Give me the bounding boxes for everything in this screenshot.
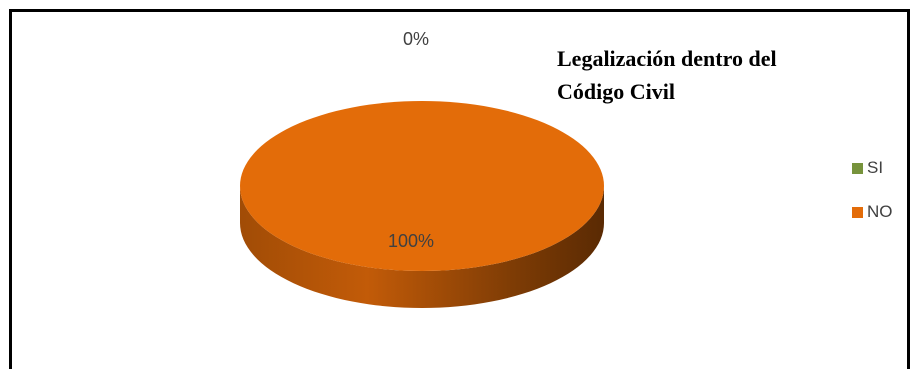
- chart-title-line-1: Legalización dentro del: [557, 46, 777, 71]
- legend-label-no: NO: [867, 202, 893, 221]
- legend-item-no: NO: [852, 201, 893, 223]
- pie-notch: [540, 114, 549, 120]
- pie-side: [240, 186, 604, 308]
- legend-swatch-no: [852, 206, 863, 218]
- legend-label-si: SI: [867, 158, 884, 177]
- legend-swatch-si: [852, 162, 863, 174]
- chart-title: Legalización dentro del Código Civil: [557, 42, 857, 108]
- chart-legend: SI NO: [852, 157, 893, 245]
- chart-title-line-2: Código Civil: [557, 79, 675, 104]
- data-label-si: 0%: [403, 29, 430, 49]
- pie-slice-no: [240, 101, 604, 271]
- chart-frame: [9, 9, 910, 369]
- pie-slices-group: [240, 101, 604, 308]
- legend-item-si: SI: [852, 157, 893, 179]
- data-label-no: 100%: [388, 231, 435, 251]
